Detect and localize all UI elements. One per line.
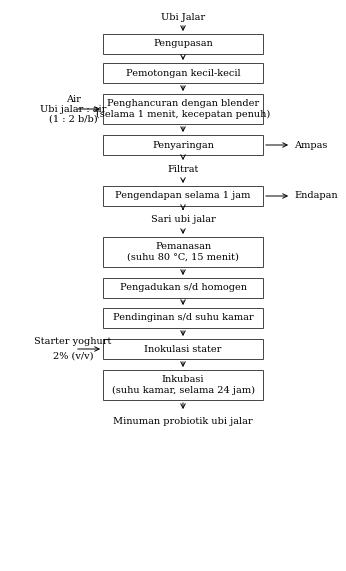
FancyBboxPatch shape (103, 339, 263, 359)
Text: Sari ubi jalar: Sari ubi jalar (151, 215, 215, 224)
Text: Endapan: Endapan (294, 191, 338, 200)
FancyBboxPatch shape (103, 63, 263, 83)
Text: (1 : 2 b/b): (1 : 2 b/b) (49, 115, 97, 123)
Text: Pengadukan s/d homogen: Pengadukan s/d homogen (119, 283, 246, 292)
Text: Pemanasan
(suhu 80 °C, 15 menit): Pemanasan (suhu 80 °C, 15 menit) (127, 242, 239, 262)
Text: Penghancuran dengan blender
(selama 1 menit, kecepatan penuh): Penghancuran dengan blender (selama 1 me… (96, 99, 270, 119)
FancyBboxPatch shape (103, 34, 263, 54)
Text: Ubi jalar : air: Ubi jalar : air (40, 104, 106, 114)
Text: Filtrat: Filtrat (167, 166, 199, 175)
FancyBboxPatch shape (103, 370, 263, 400)
Text: Pengupasan: Pengupasan (153, 39, 213, 49)
Text: Pengendapan selama 1 jam: Pengendapan selama 1 jam (115, 191, 251, 200)
Text: Inkubasi
(suhu kamar, selama 24 jam): Inkubasi (suhu kamar, selama 24 jam) (111, 375, 255, 395)
Text: Penyaringan: Penyaringan (152, 140, 214, 150)
Text: Pendinginan s/d suhu kamar: Pendinginan s/d suhu kamar (113, 313, 253, 323)
Text: Inokulasi stater: Inokulasi stater (144, 344, 222, 353)
Text: Air: Air (65, 94, 80, 103)
Text: Minuman probiotik ubi jalar: Minuman probiotik ubi jalar (113, 417, 253, 427)
Text: Pemotongan kecil-kecil: Pemotongan kecil-kecil (126, 69, 240, 78)
FancyBboxPatch shape (103, 237, 263, 267)
FancyBboxPatch shape (103, 278, 263, 298)
FancyBboxPatch shape (103, 94, 263, 124)
FancyBboxPatch shape (103, 135, 263, 155)
Text: Ubi Jalar: Ubi Jalar (161, 13, 205, 22)
FancyBboxPatch shape (103, 308, 263, 328)
FancyBboxPatch shape (103, 186, 263, 206)
Text: Starter yoghurt: Starter yoghurt (34, 337, 112, 347)
Text: Ampas: Ampas (294, 140, 327, 150)
Text: 2% (v/v): 2% (v/v) (53, 352, 93, 360)
